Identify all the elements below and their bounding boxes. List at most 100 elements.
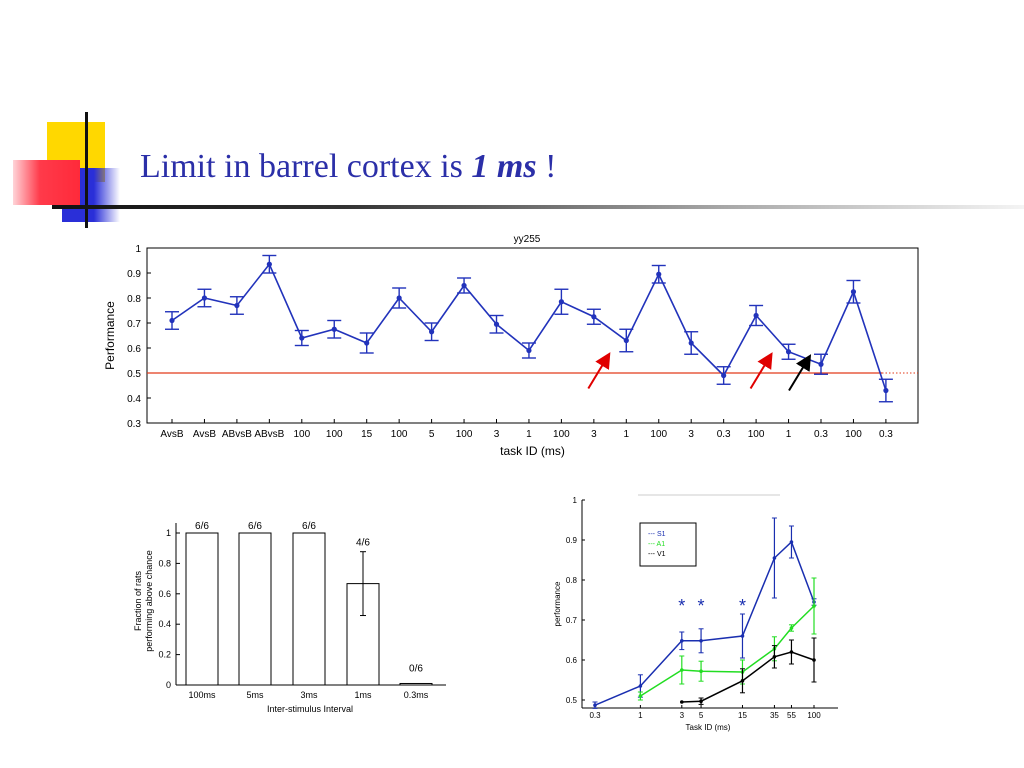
data-point-a1 — [680, 668, 684, 672]
y-tick-label: 1 — [135, 244, 141, 255]
data-point — [850, 289, 857, 295]
red-arrow — [749, 352, 773, 390]
y-tick-label: 0.6 — [566, 656, 578, 665]
data-point — [364, 340, 370, 346]
y-tick-label: 0.8 — [566, 576, 578, 585]
x-tick-label: 100 — [553, 429, 570, 440]
data-point — [234, 302, 240, 309]
bar-label: 6/6 — [195, 521, 209, 532]
x-tick-label: 1ms — [354, 690, 372, 700]
x-tick-label: 5 — [699, 711, 704, 720]
data-point — [785, 349, 792, 355]
bar — [399, 682, 433, 686]
x-tick-label: 1 — [624, 429, 630, 440]
x-tick-label: 100 — [456, 429, 473, 440]
y-tick-label: 0.5 — [127, 369, 141, 380]
legend-box — [639, 522, 697, 567]
data-point — [883, 387, 889, 394]
data-point-v1 — [812, 658, 816, 662]
x-tick-label: 100 — [326, 429, 343, 440]
y-tick-label: 1 — [573, 496, 578, 505]
y-tick-label: 0.4 — [127, 394, 141, 405]
y-axis-label: Performance — [103, 301, 117, 370]
x-tick-label: 1 — [786, 429, 792, 440]
data-point-s1 — [789, 540, 794, 544]
y-tick-label: 0.9 — [566, 536, 578, 545]
data-point-a1 — [789, 626, 794, 630]
y-tick-label: 0.3 — [127, 419, 141, 430]
x-tick-label: 15 — [738, 711, 747, 720]
series-line-v1 — [681, 651, 815, 703]
significance-star: * — [678, 596, 685, 616]
x-tick-label: 0.3ms — [404, 690, 429, 700]
x-tick-label: 100 — [748, 429, 765, 440]
y-tick-label: 0 — [166, 680, 171, 690]
y-tick-label: 0.4 — [158, 619, 171, 629]
x-tick-label: 3 — [591, 429, 597, 440]
x-tick-label: 0.3 — [879, 429, 893, 440]
y-tick-label: 0.6 — [158, 589, 171, 599]
x-tick-label: 55 — [787, 711, 796, 720]
bar-label: 6/6 — [248, 521, 262, 532]
series-line-a1 — [639, 605, 815, 697]
y-axis-label: performance — [553, 581, 562, 626]
data-point-s1 — [593, 703, 597, 707]
x-tick-label: 3 — [680, 711, 685, 720]
x-tick-label: 0.3 — [814, 429, 828, 440]
data-point-a1 — [638, 694, 643, 698]
data-point — [299, 335, 305, 341]
data-point — [558, 299, 565, 305]
x-tick-label: 35 — [770, 711, 779, 720]
x-tick-label: 3 — [688, 429, 694, 440]
data-point-v1 — [699, 699, 703, 703]
chart-title: yy255 — [514, 234, 541, 245]
x-tick-label: 3 — [494, 429, 500, 440]
x-tick-label: AvsB — [193, 429, 216, 440]
data-point-s1 — [638, 684, 643, 688]
y-tick-label: 1 — [166, 528, 171, 538]
y-tick-label: 0.5 — [566, 696, 578, 705]
data-point-s1 — [680, 639, 684, 643]
data-point — [656, 271, 662, 277]
data-point — [753, 312, 759, 319]
y-tick-label: 0.9 — [127, 269, 141, 280]
data-point — [169, 317, 175, 324]
data-point-a1 — [812, 604, 816, 608]
x-tick-label: 0.3 — [717, 429, 731, 440]
x-axis-label: task ID (ms) — [500, 444, 565, 458]
x-tick-label: ABvsB — [222, 429, 252, 440]
bar-label: 0/6 — [409, 663, 423, 674]
significance-star: * — [739, 596, 746, 616]
slide-title: Limit in barrel cortex is 1 ms ! — [140, 148, 557, 185]
x-tick-label: 100 — [807, 711, 821, 720]
data-point — [461, 282, 467, 289]
bar — [185, 532, 219, 686]
bar-label: 4/6 — [356, 538, 370, 549]
bar — [238, 532, 272, 686]
x-tick-label: 15 — [361, 429, 373, 440]
data-point-s1 — [740, 634, 745, 638]
red-arrow — [587, 352, 611, 390]
x-axis-label: Task ID (ms) — [686, 723, 731, 732]
data-point — [623, 337, 629, 344]
data-point-v1 — [772, 655, 777, 659]
data-point-v1 — [680, 700, 684, 704]
deco-horizontal-line — [52, 205, 1024, 209]
data-point-a1 — [699, 669, 703, 673]
legend-entry-v1: --- V1 — [648, 551, 666, 558]
data-point — [331, 326, 337, 332]
data-point-s1 — [772, 556, 777, 560]
bar — [292, 532, 326, 686]
x-axis-label: Inter-stimulus Interval — [267, 704, 353, 714]
x-tick-label: 0.3 — [589, 711, 601, 720]
data-point — [493, 321, 500, 327]
plot-frame — [146, 247, 919, 424]
y-tick-label: 0.7 — [566, 616, 578, 625]
data-point — [818, 361, 824, 367]
x-tick-label: 100 — [650, 429, 667, 440]
data-point — [591, 314, 597, 320]
bar-label: 6/6 — [302, 521, 316, 532]
